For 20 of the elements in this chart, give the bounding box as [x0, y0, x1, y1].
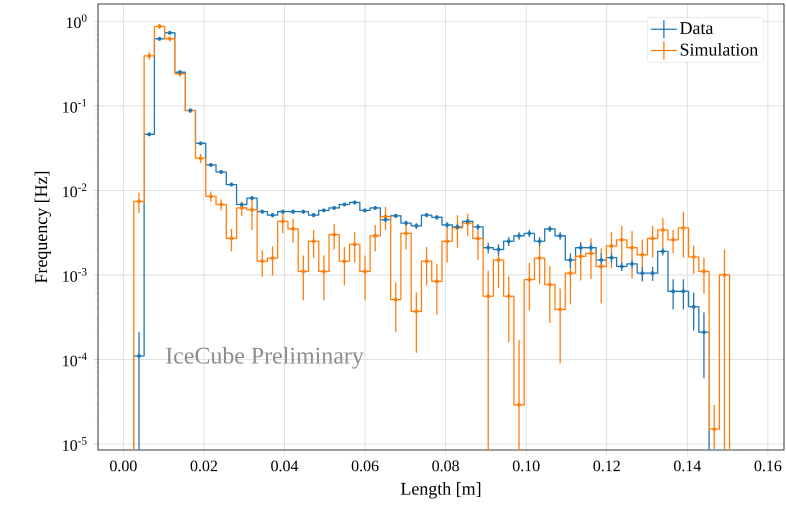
legend-label: Simulation: [680, 43, 758, 56]
y-tick-label: 10$^{-2}$: [63, 183, 86, 198]
legend-label: Data: [680, 22, 714, 34]
x-axis-title: Length [m]: [400, 482, 480, 498]
x-tick-label: 0.16: [754, 460, 782, 472]
x-tick-label: 0.14: [674, 460, 702, 472]
x-tick-label: 0.02: [190, 460, 218, 472]
y-tick-label: 10$^{-4}$: [63, 352, 87, 366]
annotation: IceCube Preliminary: [166, 346, 364, 369]
x-tick-label: 0.10: [512, 460, 540, 472]
x-tick-label: 0.00: [110, 460, 137, 472]
y-tick-label: 10$^{0}$: [66, 14, 87, 28]
y-tick-label: 10$^{-1}$: [63, 98, 86, 113]
y-axis-title: Frequency [Hz]: [34, 172, 51, 283]
y-tick-label: 10$^{-3}$: [63, 268, 87, 282]
x-tick-label: 0.12: [593, 460, 620, 472]
x-tick-label: 0.04: [271, 460, 298, 472]
y-tick-label: 10$^{-5}$: [63, 437, 87, 451]
x-tick-label: 0.06: [352, 460, 379, 472]
x-tick-label: 0.08: [432, 460, 459, 472]
